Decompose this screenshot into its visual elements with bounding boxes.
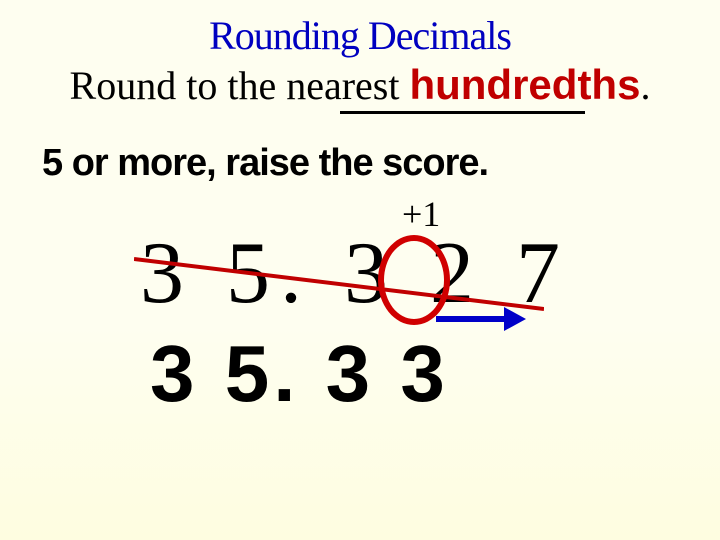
rounding-rule: 5 or more, raise the score. bbox=[42, 142, 720, 185]
slide-title: Rounding Decimals bbox=[0, 0, 720, 59]
rounded-answer: 3 5. 3 3 bbox=[150, 328, 449, 420]
worked-example: +1 3 5. 3 2 7 3 5. 3 3 bbox=[140, 193, 720, 453]
subtitle-keyword: hundredths bbox=[409, 61, 640, 108]
subtitle-prefix: Round to the nearest bbox=[70, 63, 410, 108]
subtitle-period: . bbox=[640, 63, 650, 108]
keyword-underline bbox=[340, 111, 585, 114]
subtitle: Round to the nearest hundredths. bbox=[0, 61, 720, 109]
arrow-icon bbox=[436, 301, 526, 341]
